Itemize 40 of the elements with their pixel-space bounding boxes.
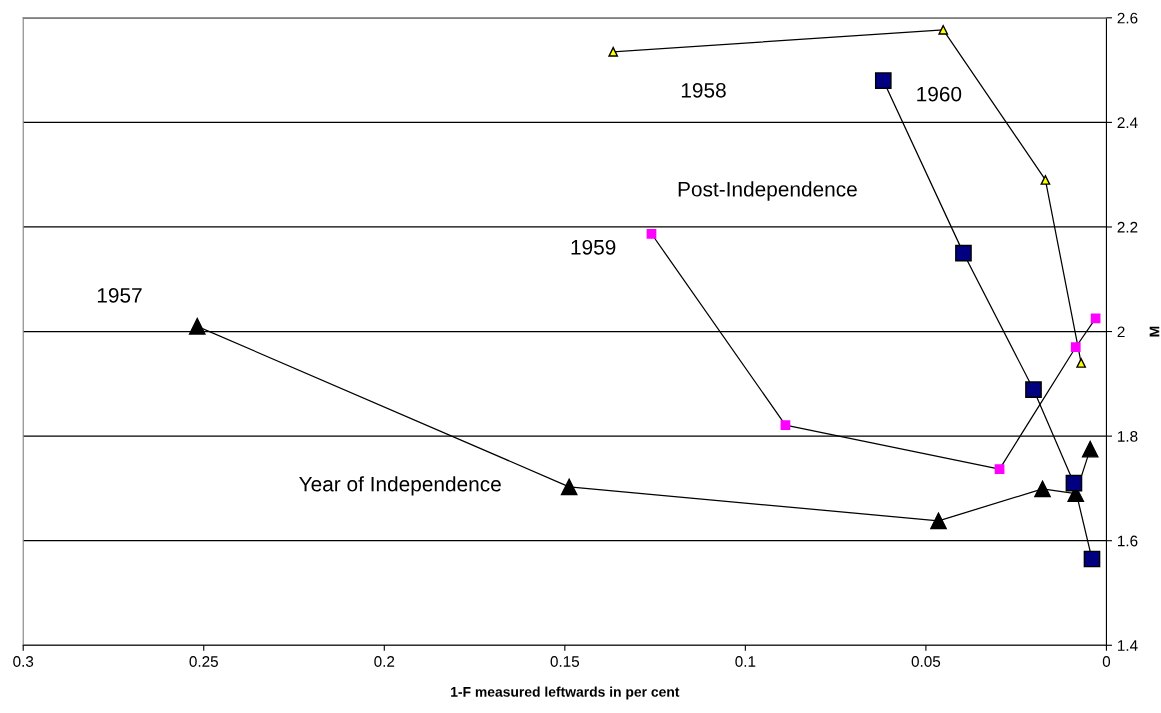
point <box>1076 358 1087 368</box>
x-tick-label: 0.25 <box>189 656 218 667</box>
point <box>930 512 947 530</box>
y-axis-title: M <box>1149 326 1160 337</box>
point <box>780 420 791 430</box>
point <box>994 464 1005 474</box>
annotation: Post-Independence <box>678 181 857 201</box>
y-tick-label: 2.4 <box>1117 117 1138 128</box>
point <box>608 46 619 57</box>
x-tick-label: 0.1 <box>735 656 756 667</box>
point <box>188 317 206 335</box>
x-tick-label: 0.2 <box>374 656 395 667</box>
point <box>1025 381 1042 398</box>
y-tick-label: 1.4 <box>1118 640 1138 651</box>
point <box>1040 175 1051 185</box>
point <box>1034 480 1051 498</box>
point <box>646 228 657 239</box>
y-tick-label: 1.6 <box>1118 535 1138 547</box>
annotation: Year of Independence <box>299 476 501 496</box>
point <box>938 24 949 35</box>
point <box>955 244 972 262</box>
y-tick-label: 2 <box>1117 326 1125 338</box>
y-tick-label: 2.6 <box>1117 12 1138 24</box>
y-tick-label: 1.8 <box>1118 430 1138 442</box>
x-axis-title: 1-F measured leftwards in per cent <box>451 686 680 700</box>
x-tick-label: 0.15 <box>550 656 580 667</box>
point <box>1083 550 1101 568</box>
x-tick-label: 0.3 <box>13 656 34 667</box>
point <box>1065 474 1083 492</box>
point <box>1081 440 1099 458</box>
series-label: 1958 <box>681 82 726 98</box>
text: 1957 <box>97 287 142 303</box>
series-label: 1960 <box>917 86 962 102</box>
x-tick-label: 0 <box>1102 656 1111 667</box>
point <box>874 72 892 89</box>
point <box>1070 342 1081 353</box>
x-tick-label: 0.05 <box>911 656 941 667</box>
series-label: 1959 <box>571 239 616 255</box>
y-tick-label: 2.2 <box>1117 221 1138 233</box>
point <box>560 478 578 496</box>
